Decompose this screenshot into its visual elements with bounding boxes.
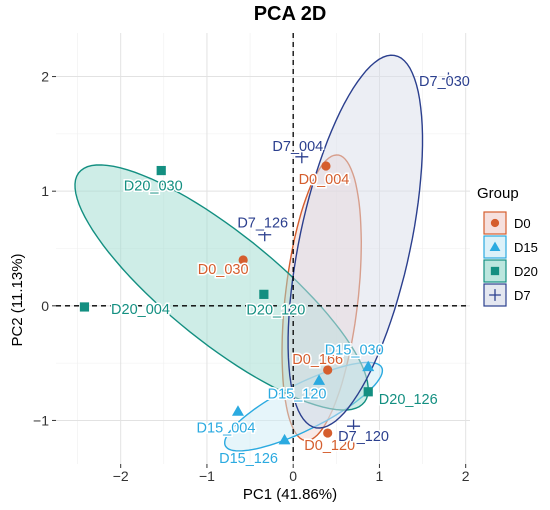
- plot-area: −2 −1 0 1 2 −1 0 1 2 D0_004 D0_030 D0_166 D0_120 D15_…: [33, 33, 471, 484]
- point-label: D7_126: [237, 216, 288, 232]
- data-point-d7-120: [347, 419, 361, 433]
- legend: Group D0 D15 D20 D7: [477, 185, 538, 307]
- legend-marker-d0: [490, 218, 500, 228]
- point-label: D0_166: [292, 352, 343, 368]
- legend-label-d0: D0: [514, 216, 531, 231]
- x-tick-label: 1: [376, 468, 384, 484]
- data-point-d20-120: [259, 289, 269, 299]
- chart-title: PCA 2D: [254, 3, 327, 25]
- data-point-d0-004: [321, 161, 331, 171]
- data-point-d15-126: [278, 433, 291, 445]
- y-tick-label: 1: [41, 183, 49, 199]
- point-label: D15_126: [219, 451, 278, 467]
- x-tick-label: −1: [199, 468, 215, 484]
- x-tick-label: −2: [113, 468, 129, 484]
- legend-label-d15: D15: [514, 240, 538, 255]
- x-tick-label: 2: [462, 468, 470, 484]
- ellipse-d7: [287, 54, 424, 429]
- point-label: D15_120: [268, 386, 327, 402]
- point-label: D20_126: [379, 392, 438, 408]
- point-label: D0_120: [304, 438, 355, 454]
- point-label: D7_120: [338, 429, 389, 445]
- data-point-d0-166: [323, 365, 333, 375]
- y-axis-title: PC2 (11.13%): [9, 253, 26, 346]
- y-tick-label: 0: [41, 298, 49, 314]
- point-label: D7_030: [419, 74, 470, 90]
- legend-label-d20: D20: [514, 264, 538, 279]
- data-point-d7-126: [258, 228, 272, 242]
- point-label: D15_030: [325, 343, 384, 359]
- data-point-d15-030: [362, 360, 375, 372]
- point-label: D20_004: [111, 302, 170, 318]
- point-label: D7_004: [272, 139, 323, 155]
- data-point-d20-126: [363, 387, 373, 397]
- point-label: D0_030: [198, 262, 249, 278]
- legend-marker-d7: [489, 289, 501, 301]
- data-point-d7-030: [441, 72, 455, 86]
- point-label: D20_120: [246, 302, 305, 318]
- data-point-d15-120: [313, 374, 326, 385]
- legend-title: Group: [477, 185, 519, 202]
- y-tick-label: −1: [33, 412, 49, 428]
- point-label: D0_004: [299, 172, 350, 188]
- legend-label-d7: D7: [514, 288, 531, 303]
- x-axis-title: PC1 (41.86%): [243, 486, 337, 503]
- data-point-d20-004: [79, 302, 90, 312]
- point-label: D20_030: [124, 179, 183, 195]
- data-point-d15-004: [231, 405, 244, 416]
- point-label: D15_004: [197, 420, 256, 436]
- x-tick-label: 0: [289, 468, 297, 484]
- data-point-d0-030: [238, 255, 248, 265]
- legend-marker-d15: [489, 241, 501, 252]
- data-point-d20-030: [156, 165, 166, 176]
- data-point-d0-120: [323, 428, 333, 438]
- y-tick-label: 2: [41, 69, 49, 85]
- legend-marker-d20: [490, 266, 500, 276]
- data-point-d7-004: [295, 150, 309, 164]
